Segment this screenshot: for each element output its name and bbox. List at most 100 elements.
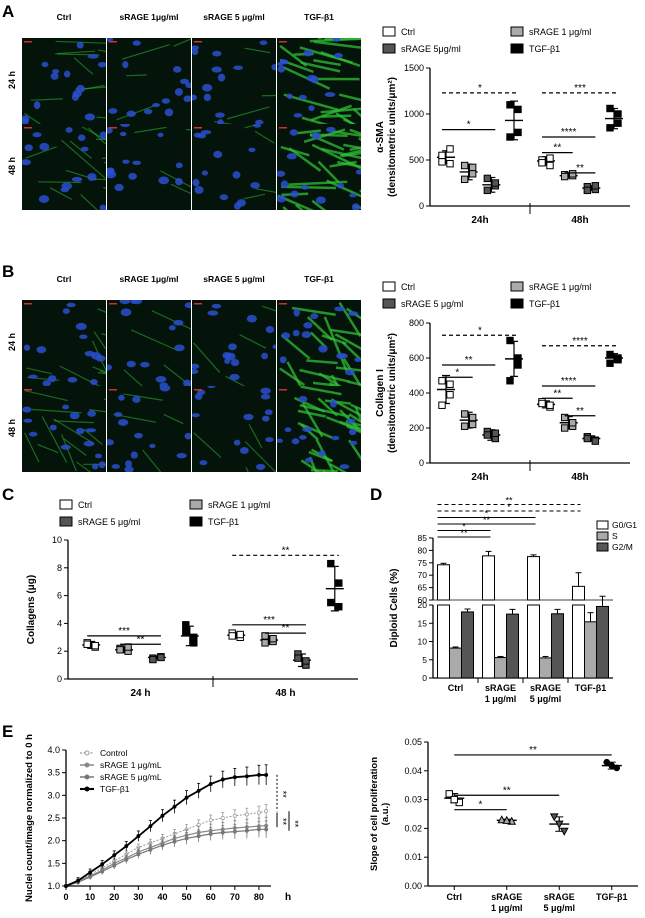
fiber-stain <box>349 128 361 136</box>
nucleus-stain <box>331 435 340 441</box>
x-category-label: TGF-β1 <box>596 892 628 902</box>
data-point <box>264 809 269 814</box>
significance-label: * <box>478 325 482 336</box>
nucleus-stain <box>33 101 41 110</box>
fiber-stain <box>310 331 327 349</box>
nucleus-stain <box>85 428 97 433</box>
panel-letter-b: B <box>2 262 15 281</box>
fiber-stain <box>26 367 52 375</box>
nucleus-stain <box>233 439 241 446</box>
data-point <box>190 633 198 642</box>
micrograph-row-label: 24 h <box>7 333 17 352</box>
bar <box>572 604 585 679</box>
data-point <box>546 161 554 170</box>
nucleus-stain <box>300 184 309 190</box>
nucleus-stain <box>175 162 183 169</box>
fiber-stain <box>279 367 306 386</box>
chart-e-nuclei-count: 1.0 1.5 2.0 2.5 3.0 3.5 4.0 0 10 20 30 40 50 60 70 80 h N… <box>24 734 300 903</box>
fiber-stain <box>317 397 339 417</box>
significance-label: ** <box>576 163 584 174</box>
x-tick-label: 0 <box>63 892 68 902</box>
scale-bar <box>24 303 32 305</box>
nucleus-stain <box>281 332 291 340</box>
nucleus-stain <box>207 386 216 389</box>
legend-label: sRAGE 1 μg/ml <box>208 500 270 510</box>
nucleus-stain <box>264 409 273 416</box>
nucleus-stain <box>65 127 73 133</box>
significance-label: ** <box>460 528 468 538</box>
nucleus-stain <box>217 73 226 82</box>
y-tick-label: 85 <box>418 533 428 543</box>
nucleus-stain <box>87 410 97 417</box>
legend-label: sRAGE 1 μg/ml <box>529 282 591 292</box>
y-tick-label: 60 <box>418 595 428 605</box>
data-point <box>294 654 302 662</box>
data-point <box>560 172 569 181</box>
data-point <box>460 161 469 170</box>
legend-swatch <box>596 542 609 552</box>
micrograph-image <box>107 124 191 210</box>
data-point <box>184 795 189 800</box>
fiber-stain <box>306 316 333 341</box>
nucleus-stain <box>72 90 82 98</box>
micrograph-column-header: sRAGE 5 μg/ml <box>203 12 265 22</box>
data-point <box>149 655 157 664</box>
data-point <box>583 434 592 443</box>
nucleus-stain <box>95 355 106 362</box>
fiber-stain <box>342 118 357 124</box>
nucleus-stain <box>49 424 57 431</box>
nucleus-stain <box>202 83 213 92</box>
fiber-stain <box>97 49 106 53</box>
nucleus-stain <box>69 412 80 420</box>
scale-bar <box>279 303 287 305</box>
data-point <box>460 410 469 418</box>
y-tick-label: 0.04 <box>404 766 422 776</box>
micrograph-image <box>22 124 106 210</box>
y-axis-label: Diploid Cells (%) <box>389 569 400 648</box>
data-point <box>236 630 244 639</box>
nucleus-stain <box>173 319 184 326</box>
scale-bar <box>24 127 32 129</box>
nucleus-stain <box>311 132 321 140</box>
fiber-stain <box>69 140 92 159</box>
nucleus-stain <box>28 374 38 379</box>
y-tick-label: 3.5 <box>47 768 60 778</box>
nucleus-stain <box>71 176 83 182</box>
micrograph-background <box>22 38 106 124</box>
nucleus-stain <box>201 170 209 176</box>
nucleus-stain <box>211 66 222 73</box>
data-point <box>445 790 453 798</box>
micrograph-background <box>192 38 276 124</box>
nucleus-stain <box>192 178 200 187</box>
y-tick-label: 2.0 <box>47 836 60 846</box>
nucleus-stain <box>303 49 313 57</box>
fiber-stain <box>37 443 59 454</box>
data-point <box>514 128 522 137</box>
significance-label: ** <box>553 388 561 399</box>
bar <box>572 585 585 601</box>
nucleus-stain <box>159 386 171 392</box>
nucleus-stain <box>336 352 346 360</box>
nucleus-stain <box>168 325 176 331</box>
data-point <box>468 413 477 422</box>
scale-bar <box>194 127 202 129</box>
data-point <box>568 419 577 427</box>
nucleus-stain <box>332 38 341 42</box>
data-point <box>136 852 141 857</box>
fiber-stain <box>306 359 338 365</box>
y-tick-label: 6 <box>57 591 62 601</box>
y-axis-label: Collagen I(densitometric units/μm²) <box>375 333 398 453</box>
nucleus-stain <box>132 40 141 46</box>
nucleus-stain <box>132 300 143 305</box>
y-tick-label: 0 <box>422 673 427 683</box>
nucleus-stain <box>349 440 358 446</box>
nucleus-stain <box>271 63 276 71</box>
scale-bar <box>279 127 287 129</box>
data-point <box>64 884 68 888</box>
significance-label: *** <box>263 615 275 626</box>
nucleus-stain <box>126 360 136 368</box>
legend-marker <box>84 786 90 792</box>
nucleus-stain <box>330 399 338 408</box>
fiber-stain <box>130 329 179 352</box>
data-point <box>244 774 249 779</box>
